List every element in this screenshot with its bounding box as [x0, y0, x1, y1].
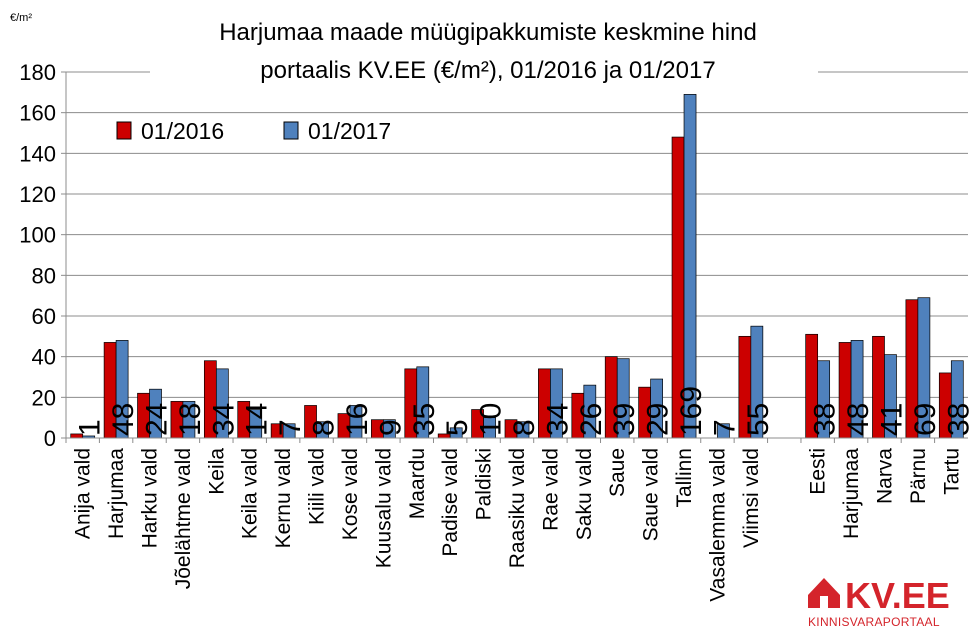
x-tick-label: Viimsi vald	[740, 448, 763, 548]
x-tick-label: Harjumaa	[840, 448, 863, 539]
data-label: 7	[274, 419, 307, 436]
y-tick-label: 140	[19, 141, 56, 166]
data-label: 8	[308, 419, 341, 436]
x-tick-label: Paldiski	[473, 448, 496, 520]
legend-label-2017: 01/2017	[308, 118, 391, 144]
x-tick-label: Kernu vald	[272, 448, 295, 548]
data-label: 10	[475, 403, 508, 436]
data-label: 8	[508, 419, 541, 436]
x-tick-label: Saue vald	[640, 448, 663, 541]
data-label: 16	[341, 403, 374, 436]
data-label: 34	[207, 403, 240, 436]
x-tick-label: Vasalemma vald	[706, 448, 729, 602]
house-door	[820, 596, 828, 608]
y-tick-label: 40	[32, 345, 56, 370]
data-label: 14	[241, 403, 274, 436]
data-label: 55	[742, 403, 775, 436]
x-tick-label: Keila	[205, 448, 228, 495]
x-tick-label: Harku vald	[139, 448, 162, 548]
x-tick-label: Keila vald	[239, 448, 262, 539]
x-tick-label: Tallinn	[673, 448, 696, 508]
x-tick-label: Saku vald	[573, 448, 596, 540]
legend-swatch-2017	[283, 121, 299, 140]
data-label: 34	[541, 403, 574, 436]
data-label: 38	[809, 403, 842, 436]
y-tick-label: 180	[19, 60, 56, 85]
data-label: 169	[675, 386, 708, 436]
legend-swatch-2016	[116, 121, 132, 140]
x-tick-label: Maardu	[406, 448, 429, 519]
logo-subtext: KINNISVARAPORTAAL	[808, 615, 940, 629]
data-label: 9	[374, 419, 407, 436]
x-tick-label: Jõelähtme vald	[172, 448, 195, 589]
x-tick-label: Tartu	[940, 448, 963, 495]
data-label: 24	[141, 403, 174, 436]
legend: 01/2016 01/2017	[116, 118, 391, 144]
data-label: 48	[842, 403, 875, 436]
x-tick-label: Narva	[873, 448, 896, 504]
y-tick-label: 20	[32, 385, 56, 410]
data-label: 29	[642, 403, 675, 436]
data-label: 18	[174, 403, 207, 436]
y-tick-label: 100	[19, 223, 56, 248]
x-tick-label: Padise vald	[439, 448, 462, 557]
data-label: 39	[608, 403, 641, 436]
x-tick-label: Eesti	[807, 448, 830, 495]
y-tick-label: 120	[19, 182, 56, 207]
x-tick-label: Raasiku vald	[506, 448, 529, 568]
data-label: 48	[107, 403, 140, 436]
data-label: 26	[575, 403, 608, 436]
y-tick-label: 0	[44, 426, 56, 451]
kv-logo: KV.EE KINNISVARAPORTAAL	[808, 575, 950, 629]
axes	[65, 72, 968, 443]
y-tick-label: 80	[32, 263, 56, 288]
x-tick-label: Kose vald	[339, 448, 362, 540]
x-tick-label: Kiili vald	[306, 448, 329, 525]
bars	[70, 94, 964, 439]
data-label: 35	[408, 403, 441, 436]
data-label: 5	[441, 419, 474, 436]
chart-title-line-1: Harjumaa maade müügipakkumiste keskmine …	[219, 19, 757, 46]
x-tick-label: Anija vald	[72, 448, 95, 539]
house-icon	[808, 578, 840, 608]
x-tick-label: Saue	[606, 448, 629, 497]
data-label: 7	[708, 419, 741, 436]
chart-title-line-2: portaalis KV.EE (€/m²), 01/2016 ja 01/20…	[260, 57, 715, 84]
title-background	[150, 10, 818, 92]
data-label: 41	[875, 403, 908, 436]
unit-label: €/m²	[10, 12, 32, 24]
x-labels: Anija vald Harjumaa Harku vald Jõelähtme va…	[72, 448, 964, 602]
data-label: 69	[909, 403, 942, 436]
y-tick-label: 160	[19, 101, 56, 126]
data-labels: 1 48 24 18 34 14 7 8 16 9 35 5 10 8 34 26 39 29 169 7 55 38 48…	[74, 386, 976, 436]
x-tick-label: Kuusalu vald	[372, 448, 395, 568]
y-ticks: 0 20 40 60 80 100 120 140 160 180	[19, 60, 66, 451]
data-label: 38	[942, 403, 975, 436]
x-tick-label: Harjumaa	[105, 448, 128, 539]
data-label: 1	[74, 419, 107, 436]
x-tick-label: Pärnu	[907, 448, 930, 504]
y-tick-label: 60	[32, 304, 56, 329]
x-tick-label: Rae vald	[539, 448, 562, 531]
logo-text: KV.EE	[845, 575, 950, 616]
legend-label-2016: 01/2016	[141, 118, 224, 144]
